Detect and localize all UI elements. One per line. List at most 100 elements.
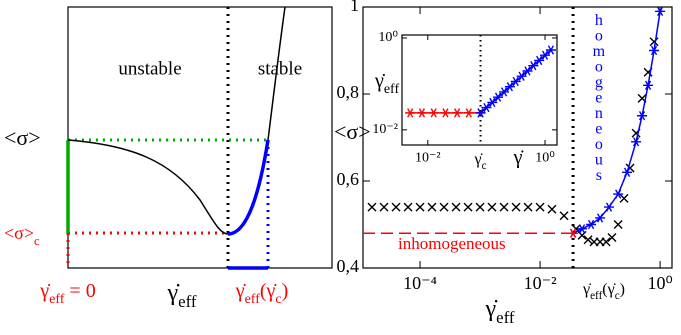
data-point: [637, 111, 648, 121]
data-point: [649, 45, 660, 56]
stable-label: stable: [258, 58, 302, 79]
data-point: [547, 204, 557, 214]
y-axis-label-part: γ̇: [374, 70, 386, 92]
x-axis-label: γ̇: [513, 147, 525, 169]
sigma-c-label-part: <σ>: [4, 223, 34, 243]
critical-rate-label-part: (γ̇: [260, 280, 277, 302]
data-point: [586, 219, 597, 230]
critical-rate-label: γ̇eff(γ̇c): [235, 280, 289, 307]
flow-curve: [67, 6, 286, 235]
data-point: [655, 7, 666, 17]
zero-rate-label-part: = 0: [64, 280, 95, 302]
data-point: [607, 233, 617, 243]
critical-rate-label-part: ): [620, 281, 625, 298]
critical-rate-label-part: c: [275, 292, 281, 307]
critical-rate-label-part: ): [282, 280, 289, 302]
y-tick-label: 1: [350, 0, 359, 15]
data-point: [415, 202, 425, 212]
critical-rate-label-part: c: [615, 290, 620, 302]
x-tick-label: 10⁻²: [524, 273, 557, 293]
unstable-label: unstable: [118, 58, 181, 79]
data-point: [403, 202, 413, 212]
inhomogeneous-label: inhomogeneous: [398, 234, 506, 253]
data-point: [463, 202, 473, 212]
rate-label: γ̇eff: [167, 280, 197, 312]
y-tick-label: 0,8: [337, 82, 360, 102]
schematic-frame: [67, 6, 333, 269]
data-point: [631, 137, 642, 147]
data-point: [416, 108, 427, 118]
data-point: [535, 202, 545, 212]
critical-rate-label: γ̇c: [474, 151, 487, 172]
sigma-c-label-part: c: [34, 234, 40, 248]
data-point: [504, 82, 515, 92]
x-tick-label: 10⁰: [647, 273, 672, 293]
data-point: [481, 102, 492, 113]
data-point: [510, 76, 521, 87]
data-point: [475, 202, 485, 212]
x-axis-label-part: eff: [496, 308, 515, 327]
critical-rate-label-part: eff: [245, 292, 261, 307]
data-point: [545, 45, 556, 55]
zero-rate-label-part: eff: [49, 292, 65, 307]
data-point: [568, 228, 579, 238]
data-point: [405, 108, 416, 118]
x-tick-label: 10⁻⁴: [403, 273, 437, 293]
data-point: [379, 202, 389, 212]
data-point: [649, 37, 659, 47]
data-point: [391, 202, 401, 212]
data-point: [499, 87, 510, 97]
y-tick-label: 0,4: [337, 256, 360, 276]
data-point: [534, 55, 545, 66]
x-tick-label: 10⁰: [535, 151, 555, 166]
series-group: [405, 45, 556, 118]
data-point: [493, 92, 504, 102]
y-tick-label: 0,6: [337, 169, 360, 189]
y-tick-label: 10⁰: [378, 30, 398, 45]
sigma-c-label: <σ>c: [4, 223, 40, 248]
data-point: [487, 97, 498, 108]
data-point: [440, 108, 451, 118]
data-point: [528, 61, 539, 71]
data-point: [643, 80, 654, 90]
data-point: [516, 71, 527, 81]
data-point: [511, 202, 521, 212]
zero-rate-label: γ̇eff = 0: [39, 280, 95, 307]
schematic-panel: unstable stable <σ>: [4, 6, 333, 270]
data-point: [577, 224, 588, 234]
zero-rate-label-part: γ̇: [39, 280, 51, 302]
critical-rate-label-part: γ̇: [582, 281, 591, 298]
y-axis-label-part: eff: [384, 82, 400, 97]
data-point: [463, 108, 474, 118]
data-point: [487, 202, 497, 212]
data-point: [523, 202, 533, 212]
sigma-label: <σ>: [4, 125, 41, 150]
y-axis-label: γ̇eff: [374, 70, 399, 97]
critical-rate-label-part: c: [482, 160, 487, 172]
data-point: [428, 108, 439, 118]
data-point: [540, 50, 551, 60]
y-tick-label: 10⁻²: [372, 122, 398, 137]
data-point: [583, 235, 593, 245]
data-point: [613, 220, 623, 229]
critical-rate-label-part: eff: [590, 290, 602, 302]
data-point: [604, 202, 615, 212]
series-line: [572, 11, 661, 234]
y-axis-label: <σ>: [334, 119, 371, 144]
critical-rate-label-part: (γ̇: [602, 281, 615, 298]
homogeneous-label: homogeneous: [590, 12, 607, 183]
stable-branch: [227, 139, 270, 236]
data-point: [559, 211, 569, 221]
critical-rate-label: γ̇eff(γ̇c): [582, 281, 625, 302]
rate-label-part: eff: [178, 292, 197, 311]
x-axis-label-part: γ̇: [485, 296, 499, 322]
critical-rate-label-part: γ̇: [235, 280, 247, 302]
data-point: [613, 189, 624, 199]
data-point: [522, 66, 533, 76]
data-point: [452, 108, 463, 118]
critical-rate-label-part: γ̇: [474, 151, 483, 168]
data-point: [439, 202, 449, 212]
data-point: [475, 108, 486, 118]
data-point: [601, 237, 611, 247]
